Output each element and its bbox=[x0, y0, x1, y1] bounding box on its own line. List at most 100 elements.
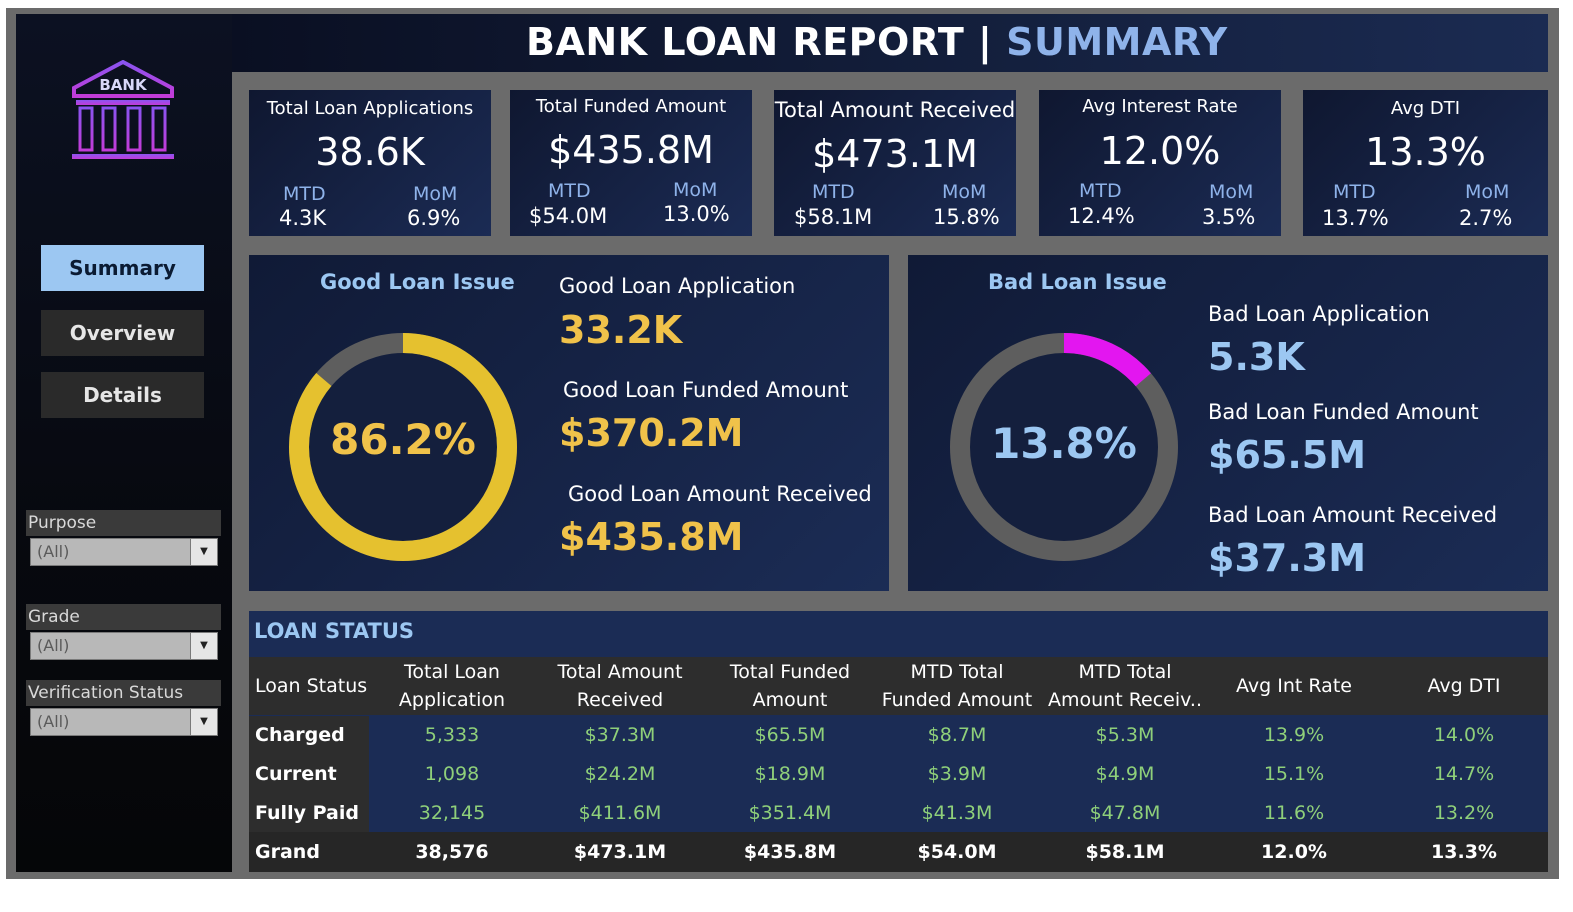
kpi-mom-label: MoM bbox=[413, 183, 458, 205]
row-status: Charged Off bbox=[249, 716, 369, 785]
table-total-row[interactable]: Grand Total 38,576 $473.1M $435.8M $54.0… bbox=[249, 832, 1548, 903]
kpi-mtd-value: $58.1M bbox=[794, 205, 873, 229]
good-donut-center bbox=[299, 343, 507, 551]
good-loan-panel: Good Loan Issue 86.2% Good Loan Applicat… bbox=[249, 255, 889, 591]
good-loan-received-value: $435.8M bbox=[559, 515, 744, 559]
table-cell: 14.0% bbox=[1433, 724, 1495, 746]
table-header: Loan Status Total Loan Application Total… bbox=[249, 657, 1548, 715]
total-label: Grand Total bbox=[255, 841, 320, 903]
chevron-down-icon[interactable]: ▼ bbox=[190, 633, 217, 659]
good-loan-percent: 86.2% bbox=[330, 415, 476, 464]
kpi-mtd-value: 12.4% bbox=[1068, 204, 1135, 228]
filter-purpose-dropdown[interactable]: (All) ▼ bbox=[30, 538, 218, 566]
bad-loan-funded-label: Bad Loan Funded Amount bbox=[1208, 400, 1479, 424]
page-title: BANK LOAN REPORT | SUMMARY bbox=[526, 20, 1228, 64]
bad-donut-arc bbox=[950, 333, 1178, 561]
table-row[interactable]: Charged Off 5,333 $37.3M $65.5M $8.7M $5… bbox=[249, 716, 1548, 785]
kpi-card-avg-dti: Avg DTI 13.3% MTD MoM 13.7% 2.7% bbox=[1303, 90, 1548, 236]
kpi-mom-label: MoM bbox=[1465, 181, 1510, 203]
kpi-value: $435.8M bbox=[548, 128, 714, 172]
table-cell: $24.2M bbox=[584, 763, 656, 785]
table-cell: 1,098 bbox=[424, 763, 480, 785]
col-header[interactable]: MTD Total Amount Receiv.. bbox=[1047, 661, 1202, 711]
table-cell: $4.9M bbox=[1095, 763, 1155, 785]
filter-purpose-label: Purpose bbox=[26, 510, 221, 536]
table-cell: $351.4M bbox=[748, 802, 832, 824]
kpi-label: Total Funded Amount bbox=[535, 96, 727, 117]
bad-loan-received-label: Bad Loan Amount Received bbox=[1208, 503, 1498, 527]
bad-donut-center bbox=[960, 343, 1168, 551]
table-cell: $3.9M bbox=[927, 763, 987, 785]
filter-grade: Grade (All) ▼ bbox=[26, 604, 221, 660]
bad-loan-funded-value: $65.5M bbox=[1208, 433, 1367, 477]
kpi-card-total-applications: Total Loan Applications 38.6K MTD MoM 4.… bbox=[249, 90, 491, 236]
good-loan-funded-label: Good Loan Funded Amount bbox=[563, 378, 849, 402]
kpi-mtd-value: 13.7% bbox=[1322, 206, 1389, 230]
kpi-label: Avg Interest Rate bbox=[1082, 96, 1238, 117]
filter-grade-label: Grade bbox=[26, 604, 221, 630]
kpi-mom-value: 3.5% bbox=[1202, 205, 1256, 229]
col-header[interactable]: Total Loan Application bbox=[398, 661, 506, 711]
bad-loan-percent: 13.8% bbox=[991, 419, 1137, 468]
bank-logo: BANK bbox=[68, 59, 178, 166]
good-loan-application-value: 33.2K bbox=[559, 308, 683, 352]
good-loan-donut bbox=[289, 333, 517, 561]
table-cell: 32,145 bbox=[418, 802, 486, 824]
kpi-value: $473.1M bbox=[812, 132, 978, 176]
kpi-mom-value: 6.9% bbox=[407, 206, 461, 230]
table-cell: $5.3M bbox=[1095, 724, 1155, 746]
chevron-down-icon[interactable]: ▼ bbox=[190, 539, 217, 565]
kpi-mom-value: 15.8% bbox=[933, 205, 1000, 229]
filter-grade-value: (All) bbox=[37, 636, 70, 655]
row-status: Fully Paid bbox=[249, 794, 369, 833]
table-cell: $65.5M bbox=[754, 724, 826, 746]
col-header[interactable]: Avg DTI bbox=[1427, 675, 1501, 697]
table-cell: $47.8M bbox=[1089, 802, 1161, 824]
good-loan-application-label: Good Loan Application bbox=[559, 274, 796, 298]
kpi-value: 13.3% bbox=[1365, 130, 1486, 174]
filter-verification-dropdown[interactable]: (All) ▼ bbox=[30, 708, 218, 736]
kpi-label: Avg DTI bbox=[1390, 98, 1461, 119]
filter-verification: Verification Status (All) ▼ bbox=[26, 680, 221, 736]
title-main: BANK LOAN REPORT | bbox=[526, 20, 1007, 64]
table-cell: 14.7% bbox=[1433, 763, 1495, 785]
kpi-label: Total Amount Received bbox=[774, 98, 1016, 122]
total-cell: 13.3% bbox=[1431, 841, 1497, 863]
nav-summary-button[interactable]: Summary bbox=[41, 245, 204, 291]
nav-overview-button[interactable]: Overview bbox=[41, 310, 204, 356]
total-cell: $58.1M bbox=[1085, 841, 1165, 863]
table-row[interactable]: Fully Paid 32,145 $411.6M $351.4M $41.3M… bbox=[249, 794, 1548, 833]
total-cell: 38,576 bbox=[415, 841, 489, 863]
filter-verification-value: (All) bbox=[37, 712, 70, 731]
table-cell: 15.1% bbox=[1263, 763, 1325, 785]
chevron-down-icon[interactable]: ▼ bbox=[190, 709, 217, 735]
filter-purpose-value: (All) bbox=[37, 542, 70, 561]
filter-grade-dropdown[interactable]: (All) ▼ bbox=[30, 632, 218, 660]
col-header[interactable]: Avg Int Rate bbox=[1236, 675, 1352, 697]
good-loan-funded-value: $370.2M bbox=[559, 411, 744, 455]
bank-icon: BANK bbox=[72, 59, 174, 159]
good-loan-title: Good Loan Issue bbox=[320, 270, 515, 294]
bad-loan-donut bbox=[950, 333, 1178, 561]
kpi-mom-label: MoM bbox=[673, 179, 718, 201]
kpi-mom-label: MoM bbox=[942, 181, 987, 203]
table-cell: $18.9M bbox=[754, 763, 826, 785]
col-header[interactable]: MTD Total Funded Amount bbox=[881, 661, 1033, 711]
col-header[interactable]: Loan Status bbox=[255, 675, 368, 697]
kpi-mom-label: MoM bbox=[1209, 181, 1254, 203]
loan-status-table: LOAN STATUS Loan Status Total Loan Appli… bbox=[249, 611, 1548, 903]
filter-verification-label: Verification Status bbox=[26, 680, 221, 706]
table-cell: $37.3M bbox=[584, 724, 656, 746]
total-cell: $435.8M bbox=[743, 841, 837, 863]
table-cell: $8.7M bbox=[927, 724, 987, 746]
nav-details-button[interactable]: Details bbox=[41, 372, 204, 418]
good-loan-received-label: Good Loan Amount Received bbox=[568, 482, 872, 506]
col-header[interactable]: Total Funded Amount bbox=[729, 661, 851, 711]
table-row[interactable]: Current 1,098 $24.2M $18.9M $3.9M $4.9M … bbox=[249, 755, 1548, 794]
table-cell: $411.6M bbox=[578, 802, 662, 824]
kpi-mtd-value: 4.3K bbox=[279, 206, 327, 230]
kpi-card-avg-interest-rate: Avg Interest Rate 12.0% MTD MoM 12.4% 3.… bbox=[1039, 90, 1281, 236]
kpi-card-amount-received: Total Amount Received $473.1M MTD MoM $5… bbox=[774, 90, 1016, 236]
loan-status-title: LOAN STATUS bbox=[254, 619, 415, 643]
col-header[interactable]: Total Amount Received bbox=[557, 661, 683, 711]
